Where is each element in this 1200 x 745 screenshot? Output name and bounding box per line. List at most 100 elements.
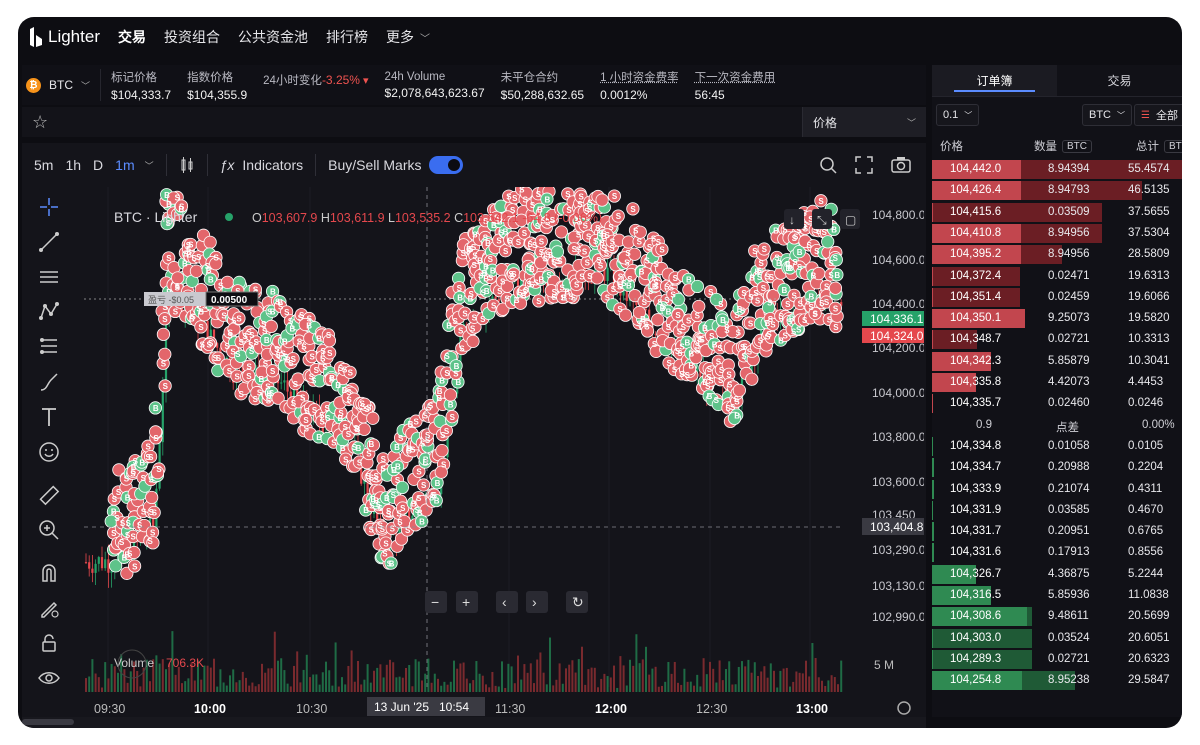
volume-bar — [664, 681, 667, 692]
camera-icon[interactable] — [890, 155, 912, 175]
volume-bar — [245, 677, 247, 692]
bid-row[interactable]: 104,334.8 0.01058 0.0105 — [932, 436, 1182, 457]
lock-icon[interactable] — [34, 629, 64, 657]
volume-bar — [123, 669, 126, 692]
scroll-left-button[interactable] — [496, 591, 518, 613]
ask-row[interactable]: 104,335.7 0.02460 0.0246 — [932, 393, 1182, 414]
bid-row[interactable]: 104,334.7 0.20988 0.2204 — [932, 457, 1182, 478]
ask-row[interactable]: 104,395.2 8.94956 28.5809 — [932, 244, 1182, 265]
settings-gear-icon[interactable] — [897, 701, 911, 715]
stat-value: $2,078,643,623.67 — [384, 85, 485, 100]
timeframe-d[interactable]: D — [93, 157, 104, 173]
mark-letter: S — [145, 442, 151, 451]
chevron-down-icon[interactable]: ﹀ — [144, 160, 154, 171]
scroll-right-button[interactable] — [526, 591, 548, 613]
bid-row[interactable]: 104,333.9 0.21074 0.4311 — [932, 479, 1182, 500]
zoom-in-icon[interactable] — [34, 516, 64, 544]
emoji-icon[interactable] — [34, 438, 64, 466]
nav-portfolio[interactable]: 投资组合 — [163, 29, 220, 45]
chart-scrollbar[interactable] — [22, 717, 926, 728]
nav-trade[interactable]: 交易 — [117, 29, 146, 45]
candle-body — [696, 364, 699, 373]
fullscreen-icon[interactable] — [854, 155, 874, 175]
ask-row[interactable]: 104,410.8 8.94956 37.5304 — [932, 223, 1182, 244]
bid-row[interactable]: 104,331.9 0.03585 0.4670 — [932, 500, 1182, 521]
asset-select[interactable]: BTC ﹀ — [1082, 104, 1132, 126]
crosshair-icon[interactable] — [34, 193, 64, 221]
star-favorite-icon[interactable]: ☆ — [32, 111, 49, 132]
volume-bar — [558, 663, 561, 692]
nav-more[interactable]: 更多 — [385, 29, 414, 45]
magnet-icon[interactable] — [34, 559, 64, 587]
mark-letter: S — [741, 352, 747, 361]
sell-mark — [808, 306, 822, 320]
symbol-selector[interactable]: ₿ BTC ﹀ — [22, 69, 102, 101]
total-unit-badge[interactable]: BTC — [1164, 139, 1182, 153]
horizontal-lines-icon[interactable] — [34, 263, 64, 291]
price-select[interactable]: 价格 ﹀ — [802, 107, 926, 137]
bid-row[interactable]: 104,254.8 8.95238 29.5847 — [932, 670, 1182, 691]
lock-drawing-icon[interactable] — [34, 594, 64, 622]
mark-letter: B — [178, 205, 184, 214]
sell-mark — [366, 438, 381, 452]
indicators-button[interactable]: ƒx Indicators — [220, 157, 304, 173]
sell-mark — [416, 478, 431, 492]
ask-row[interactable]: 104,342.3 5.85879 10.3041 — [932, 351, 1182, 372]
bid-row[interactable]: 104,303.0 0.03524 20.6051 — [932, 628, 1182, 649]
bid-row[interactable]: 104,326.7 4.36875 5.2244 — [932, 564, 1182, 585]
volume-bar — [798, 672, 801, 692]
text-icon[interactable] — [34, 403, 64, 431]
volume-bar — [622, 665, 625, 692]
nav-public-pool[interactable]: 公共资金池 — [237, 29, 308, 45]
volume-bar — [110, 663, 113, 692]
chevron-down-icon[interactable]: ﹀ — [419, 33, 430, 45]
bid-row[interactable]: 104,308.6 9.48611 20.5699 — [932, 606, 1182, 627]
timeframe-5m[interactable]: 5m — [34, 157, 54, 173]
row-size: 8.94956 — [1048, 248, 1090, 261]
ask-row[interactable]: 104,350.1 9.25073 19.5820 — [932, 308, 1182, 329]
timeframe-1h[interactable]: 1h — [65, 157, 82, 173]
bid-row[interactable]: 104,331.7 0.20951 0.6765 — [932, 521, 1182, 542]
sell-mark — [640, 324, 655, 338]
trend-line-icon[interactable] — [34, 228, 64, 256]
ask-row[interactable]: 104,426.4 8.94793 46.5135 — [932, 180, 1182, 201]
mark-letter: B — [436, 394, 442, 403]
brush-icon[interactable] — [34, 368, 64, 396]
buy-mark — [160, 217, 174, 231]
scrollbar-thumb[interactable] — [22, 719, 74, 725]
tab-orderbook[interactable]: 订单簿 — [932, 65, 1057, 96]
mark-letter: S — [310, 353, 316, 362]
ask-row[interactable]: 104,415.6 0.03509 37.5655 — [932, 202, 1182, 223]
nav-leaderboard[interactable]: 排行榜 — [325, 29, 368, 45]
candle-body — [398, 521, 401, 542]
bid-row[interactable]: 104,331.6 0.17913 0.8556 — [932, 542, 1182, 563]
volume-bar — [741, 661, 743, 692]
mark-letter: S — [718, 300, 724, 309]
size-unit-badge[interactable]: BTC — [1062, 139, 1092, 153]
candles-type-icon[interactable] — [179, 156, 195, 174]
logo[interactable]: Lighter — [28, 27, 100, 47]
eye-icon[interactable] — [34, 664, 64, 692]
bid-row[interactable]: 104,289.3 0.02721 20.6323 — [932, 649, 1182, 670]
tab-trades[interactable]: 交易 — [1107, 74, 1132, 88]
pattern-icon[interactable] — [34, 298, 64, 326]
ask-row[interactable]: 104,351.4 0.02459 19.6066 — [932, 287, 1182, 308]
row-price: 104,415.6 — [950, 205, 1002, 218]
ask-row[interactable]: 104,442.0 8.94394 55.4574 — [932, 159, 1182, 180]
tick-size-select[interactable]: 0.1 ﹀ — [936, 104, 980, 126]
ruler-icon[interactable] — [34, 481, 64, 509]
timeframe-1m[interactable]: 1m — [115, 157, 135, 173]
ask-row[interactable]: 104,372.4 0.02471 19.6313 — [932, 266, 1182, 287]
buy-sell-marks-toggle[interactable] — [429, 156, 464, 174]
bid-row[interactable]: 104,316.5 5.85936 11.0838 — [932, 585, 1182, 606]
volume-bar — [286, 683, 289, 692]
ask-row[interactable]: 104,335.8 4.42073 4.4453 — [932, 372, 1182, 393]
volume-bar — [293, 665, 295, 692]
mark-letter: S — [637, 238, 643, 247]
mark-letter: S — [205, 262, 211, 271]
ask-row[interactable]: 104,348.7 0.02721 10.3313 — [932, 329, 1182, 350]
replay-alert-icon[interactable] — [818, 155, 838, 175]
fib-icon[interactable] — [34, 333, 64, 361]
filter-select[interactable]: ☰ 全部 — [1134, 104, 1182, 126]
